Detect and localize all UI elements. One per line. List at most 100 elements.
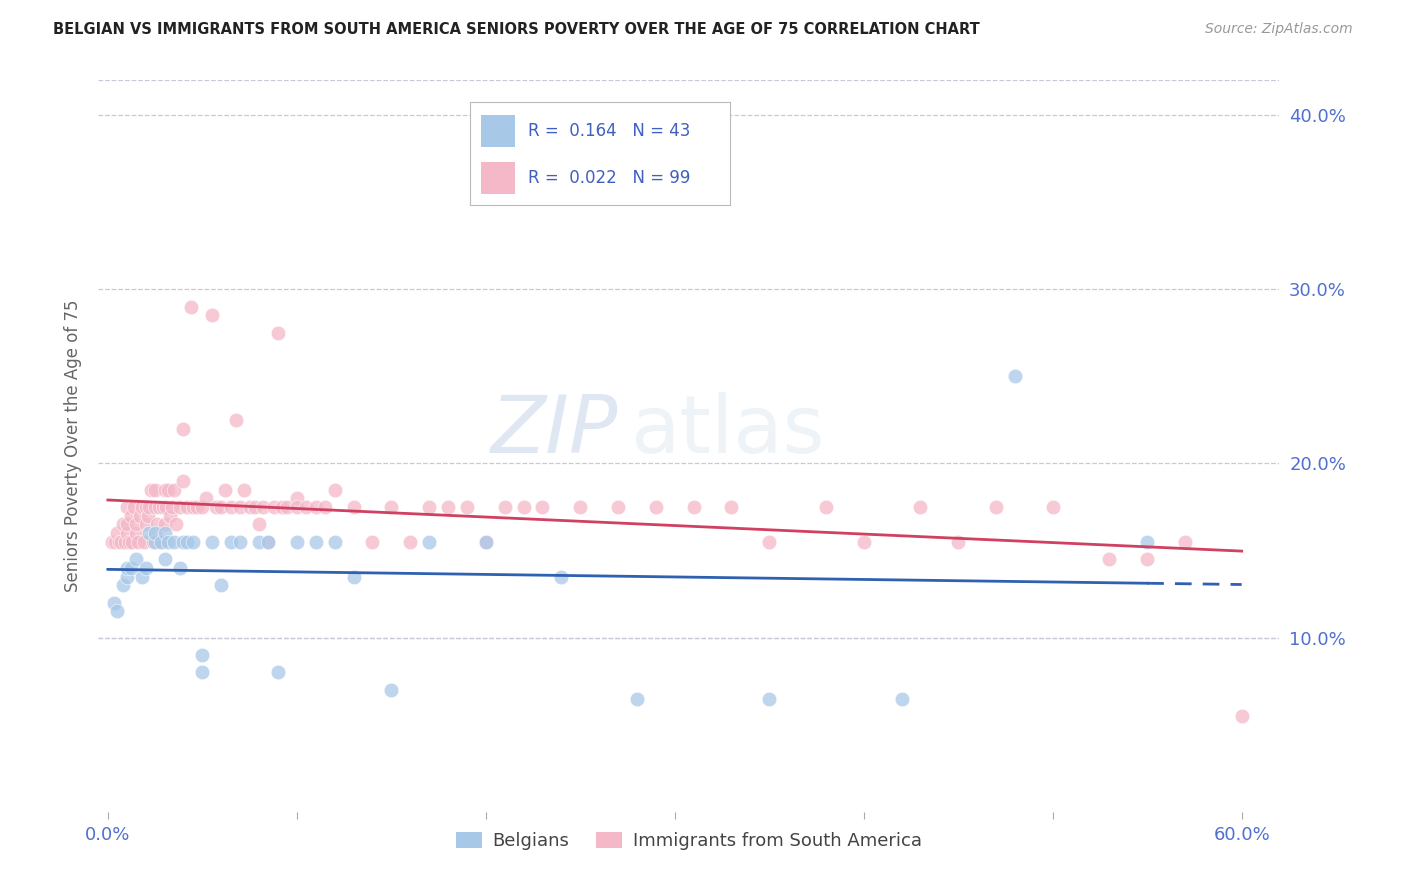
Point bbox=[512, 500, 534, 514]
Y-axis label: Seniors Poverty Over the Age of 75: Seniors Poverty Over the Age of 75 bbox=[65, 300, 83, 592]
Point bbox=[314, 500, 336, 514]
Point bbox=[129, 508, 152, 523]
Point bbox=[115, 500, 138, 514]
Point bbox=[252, 500, 274, 514]
Point bbox=[108, 534, 131, 549]
Point bbox=[135, 561, 157, 575]
Point bbox=[176, 500, 198, 514]
Point bbox=[142, 534, 165, 549]
Point bbox=[157, 483, 180, 497]
Point bbox=[153, 552, 176, 566]
Point bbox=[105, 604, 128, 618]
Point bbox=[323, 534, 346, 549]
Point bbox=[153, 526, 176, 541]
Point bbox=[204, 500, 226, 514]
Point bbox=[475, 534, 498, 549]
Point bbox=[172, 474, 194, 488]
Point bbox=[209, 500, 232, 514]
Point bbox=[165, 517, 187, 532]
Point bbox=[758, 534, 780, 549]
Point bbox=[229, 500, 252, 514]
Point bbox=[146, 517, 169, 532]
Point bbox=[115, 526, 138, 541]
Point bbox=[186, 500, 208, 514]
Point bbox=[104, 534, 127, 549]
Point bbox=[814, 500, 837, 514]
Point bbox=[1136, 534, 1159, 549]
Point bbox=[125, 517, 148, 532]
Point bbox=[138, 500, 160, 514]
Point bbox=[720, 500, 742, 514]
Point bbox=[143, 500, 166, 514]
Point bbox=[276, 500, 298, 514]
Point bbox=[125, 526, 148, 541]
Point bbox=[225, 413, 247, 427]
Point bbox=[239, 500, 262, 514]
Point bbox=[948, 534, 970, 549]
Point bbox=[181, 500, 204, 514]
Point bbox=[267, 665, 290, 680]
Point bbox=[149, 534, 172, 549]
Point bbox=[172, 421, 194, 435]
Point bbox=[191, 665, 214, 680]
Point bbox=[115, 517, 138, 532]
Text: BELGIAN VS IMMIGRANTS FROM SOUTH AMERICA SENIORS POVERTY OVER THE AGE OF 75 CORR: BELGIAN VS IMMIGRANTS FROM SOUTH AMERICA… bbox=[53, 22, 980, 37]
Point bbox=[135, 500, 157, 514]
Point bbox=[149, 534, 172, 549]
Point bbox=[148, 500, 170, 514]
Point bbox=[127, 534, 149, 549]
Point bbox=[138, 526, 160, 541]
Point bbox=[285, 500, 308, 514]
Point bbox=[229, 534, 252, 549]
Point bbox=[209, 578, 232, 592]
Text: Source: ZipAtlas.com: Source: ZipAtlas.com bbox=[1205, 22, 1353, 37]
Point bbox=[103, 596, 125, 610]
Point bbox=[1004, 369, 1026, 384]
Point bbox=[257, 534, 280, 549]
Point bbox=[267, 326, 290, 340]
Point bbox=[115, 561, 138, 575]
Text: ZIP: ZIP bbox=[491, 392, 619, 470]
Point bbox=[1042, 500, 1064, 514]
Point bbox=[100, 534, 122, 549]
Point bbox=[607, 500, 630, 514]
Point bbox=[984, 500, 1007, 514]
Point bbox=[418, 534, 440, 549]
Point bbox=[163, 483, 186, 497]
Point bbox=[1098, 552, 1121, 566]
Point bbox=[120, 508, 142, 523]
Point bbox=[531, 500, 554, 514]
Point bbox=[245, 500, 267, 514]
Point bbox=[247, 517, 270, 532]
Point bbox=[132, 534, 155, 549]
Point bbox=[153, 517, 176, 532]
Point bbox=[494, 500, 516, 514]
Point bbox=[682, 500, 704, 514]
Point bbox=[169, 500, 191, 514]
Point bbox=[910, 500, 932, 514]
Point bbox=[285, 491, 308, 506]
Point bbox=[115, 569, 138, 583]
Point bbox=[219, 500, 242, 514]
Point bbox=[550, 569, 572, 583]
Point bbox=[569, 500, 592, 514]
Point bbox=[1136, 552, 1159, 566]
Point bbox=[131, 500, 153, 514]
Point bbox=[1230, 709, 1253, 723]
Point bbox=[157, 534, 180, 549]
Point bbox=[120, 561, 142, 575]
Point bbox=[118, 534, 141, 549]
Point bbox=[219, 534, 242, 549]
Point bbox=[105, 526, 128, 541]
Point bbox=[110, 534, 132, 549]
Point bbox=[232, 483, 254, 497]
Point bbox=[342, 569, 364, 583]
Point bbox=[136, 508, 159, 523]
Point bbox=[131, 569, 153, 583]
Point bbox=[380, 682, 402, 697]
Point bbox=[114, 534, 136, 549]
Point bbox=[180, 300, 202, 314]
Point bbox=[437, 500, 460, 514]
Point bbox=[135, 517, 157, 532]
Point bbox=[163, 534, 186, 549]
